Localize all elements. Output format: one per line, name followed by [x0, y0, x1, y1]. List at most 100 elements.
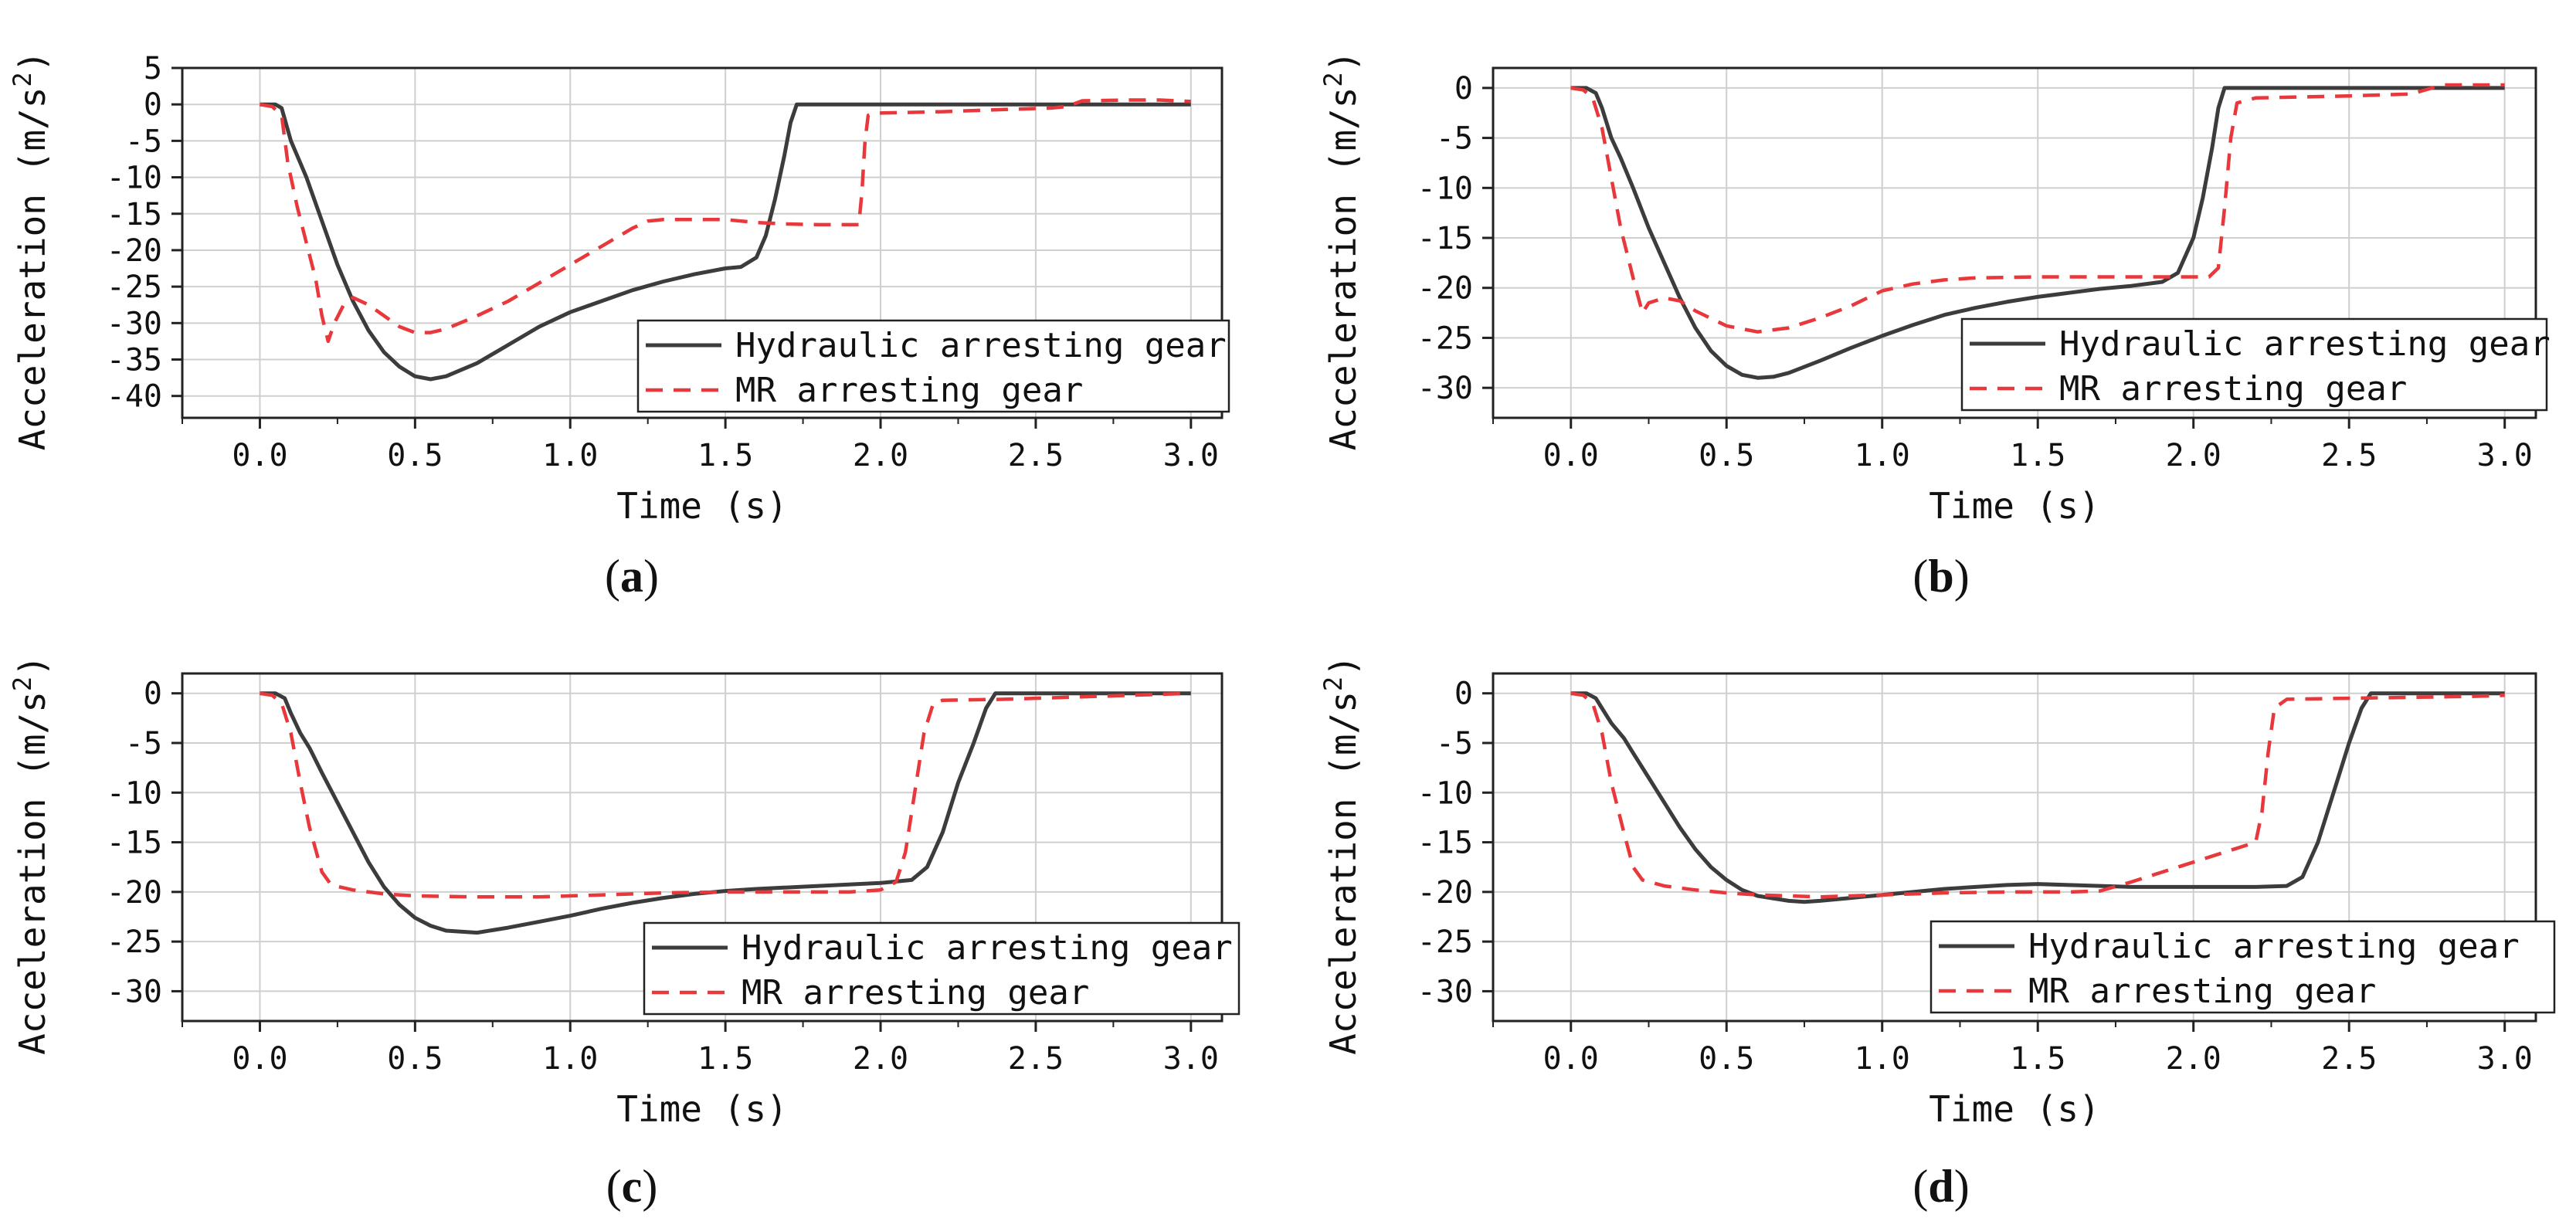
x-tick-label: 0.0: [1543, 438, 1599, 473]
y-axis-label: Acceleration (m/s2): [8, 655, 53, 1055]
y-axis-label-close: ): [1322, 51, 1364, 73]
y-tick-label: -15: [1417, 221, 1473, 256]
plot-frame: [181, 66, 1224, 419]
series-line-mr: [260, 98, 1191, 344]
y-tick-label: -10: [1417, 775, 1473, 811]
plot-frame: [181, 672, 1224, 1023]
y-tick-label: -20: [107, 875, 162, 911]
x-tick-label: 2.0: [853, 1041, 908, 1077]
x-axis-label: Time (s): [616, 485, 788, 527]
y-tick-label: -5: [125, 726, 162, 762]
y-axis-label-close: ): [1322, 655, 1364, 677]
x-tick-label: 2.0: [2166, 438, 2221, 473]
y-tick-label: -10: [1417, 171, 1473, 206]
panel-label: (a): [605, 551, 659, 602]
y-axis-label: Acceleration (m/s2): [8, 51, 53, 451]
x-tick-label: 2.0: [2166, 1041, 2221, 1077]
x-axis-label: Time (s): [1929, 1088, 2100, 1130]
legend-label-hydraulic: Hydraulic arresting gear: [742, 928, 1233, 968]
x-tick-label: 0.5: [387, 1041, 443, 1077]
y-axis-label-superscript: 2: [1319, 677, 1348, 691]
y-axis-label-close: ): [12, 655, 53, 677]
x-tick-label: 1.5: [2010, 1041, 2065, 1077]
y-tick-label: -25: [107, 924, 162, 960]
x-tick-label: 1.5: [697, 1041, 753, 1077]
series-line-hydraulic: [1570, 86, 2505, 380]
x-tick-label: 3.0: [2477, 1041, 2533, 1077]
legend-label-hydraulic: Hydraulic arresting gear: [735, 326, 1227, 365]
legend-label-mr: MR arresting gear: [2059, 369, 2407, 409]
y-tick-label: -35: [107, 343, 162, 378]
legend-label-mr: MR arresting gear: [2028, 972, 2376, 1011]
y-tick-label: -25: [107, 270, 162, 305]
x-tick-label: 2.5: [2321, 1041, 2377, 1077]
y-tick-label: 0: [1454, 71, 1473, 107]
chart-panel-2: 0.0 0.5 1.0 1.5 2.0 2.5 3.0 0 -5 -10 -15 -20 -25 -30 T…: [1319, 51, 2551, 602]
x-tick-label: 3.0: [2477, 438, 2533, 473]
y-tick-label: 5: [144, 51, 162, 87]
x-tick-label: 0.0: [1543, 1041, 1599, 1077]
y-tick-label: -15: [107, 197, 162, 232]
y-axis-label: Acceleration (m/s2): [1319, 655, 1364, 1055]
chart-panel-4: 0.0 0.5 1.0 1.5 2.0 2.5 3.0 0 -5 -10 -15 -20 -25 -30 T…: [1319, 655, 2556, 1212]
y-axis-label-close: ): [12, 51, 53, 73]
y-tick-label: -30: [107, 974, 162, 1009]
legend-label-hydraulic: Hydraulic arresting gear: [2028, 927, 2520, 966]
y-tick-label: -25: [1417, 924, 1473, 960]
y-tick-label: -30: [107, 306, 162, 341]
x-tick-label: 2.5: [2321, 438, 2377, 473]
y-tick-label: -10: [107, 161, 162, 196]
chart-panel-1: 0.0 0.5 1.0 1.5 2.0 2.5 3.0 50-5-10-15-20-25-30…: [8, 51, 1230, 602]
legend-label-hydraulic: Hydraulic arresting gear: [2059, 324, 2551, 364]
y-tick-label: -25: [1417, 321, 1473, 356]
x-tick-label: 2.0: [853, 438, 908, 473]
x-tick-label: 3.0: [1163, 438, 1219, 473]
legend: Hydraulic arresting gear MR arresting gea…: [636, 319, 1230, 413]
y-tick-label: -20: [1417, 875, 1473, 911]
y-tick-label: -40: [107, 379, 162, 415]
legend: Hydraulic arresting gear MR arresting gea…: [643, 921, 1240, 1016]
series-line-hydraulic: [260, 691, 1191, 935]
y-tick-label: -5: [1436, 726, 1473, 762]
legend-box: [1960, 317, 2548, 412]
y-axis-label-superscript: 2: [8, 72, 37, 87]
legend-box: [643, 921, 1240, 1016]
legend-label-mr: MR arresting gear: [742, 973, 1089, 1013]
y-tick-label: -30: [1417, 371, 1473, 406]
plot-frame: [1492, 672, 2537, 1023]
x-tick-label: 3.0: [1163, 1041, 1219, 1077]
legend: Hydraulic arresting gear MR arresting gea…: [1960, 317, 2551, 412]
y-tick-label: -20: [107, 233, 162, 269]
chart-panel-3: 0.0 0.5 1.0 1.5 2.0 2.5 3.0 0 -5 -10 -15 -20 -25 -30 T…: [8, 655, 1240, 1212]
x-tick-label: 0.5: [387, 438, 443, 473]
x-tick-label: 0.5: [1699, 438, 1754, 473]
x-tick-label: 1.5: [697, 438, 753, 473]
y-tick-label: -5: [1436, 121, 1473, 157]
legend: Hydraulic arresting gear MR arresting gea…: [1929, 920, 2556, 1014]
x-tick-label: 2.5: [1008, 438, 1064, 473]
x-tick-label: 1.0: [542, 438, 598, 473]
x-tick-label: 1.0: [542, 1041, 598, 1077]
series-line-mr: [1570, 83, 2505, 334]
y-tick-label: 0: [1454, 677, 1473, 712]
y-tick-label: -5: [125, 124, 162, 159]
x-tick-label: 1.0: [1855, 438, 1910, 473]
x-axis-label: Time (s): [616, 1088, 788, 1130]
y-axis-label-superscript: 2: [8, 677, 37, 691]
y-tick-label: -30: [1417, 974, 1473, 1009]
x-tick-label: 2.5: [1008, 1041, 1064, 1077]
y-axis-label: Acceleration (m/s2): [1319, 51, 1364, 451]
panel-label: (b): [1912, 551, 1969, 602]
series-line-hydraulic: [260, 102, 1191, 382]
legend-box: [1929, 920, 2556, 1014]
x-tick-label: 1.0: [1855, 1041, 1910, 1077]
x-axis-label: Time (s): [1929, 485, 2100, 527]
y-tick-label: -15: [107, 826, 162, 861]
panel-label: (c): [606, 1161, 658, 1212]
x-tick-label: 0.0: [232, 1041, 287, 1077]
legend-label-mr: MR arresting gear: [735, 371, 1083, 410]
plot-frame: [1492, 66, 2537, 419]
y-tick-label: 0: [144, 87, 162, 123]
x-tick-label: 1.5: [2010, 438, 2065, 473]
